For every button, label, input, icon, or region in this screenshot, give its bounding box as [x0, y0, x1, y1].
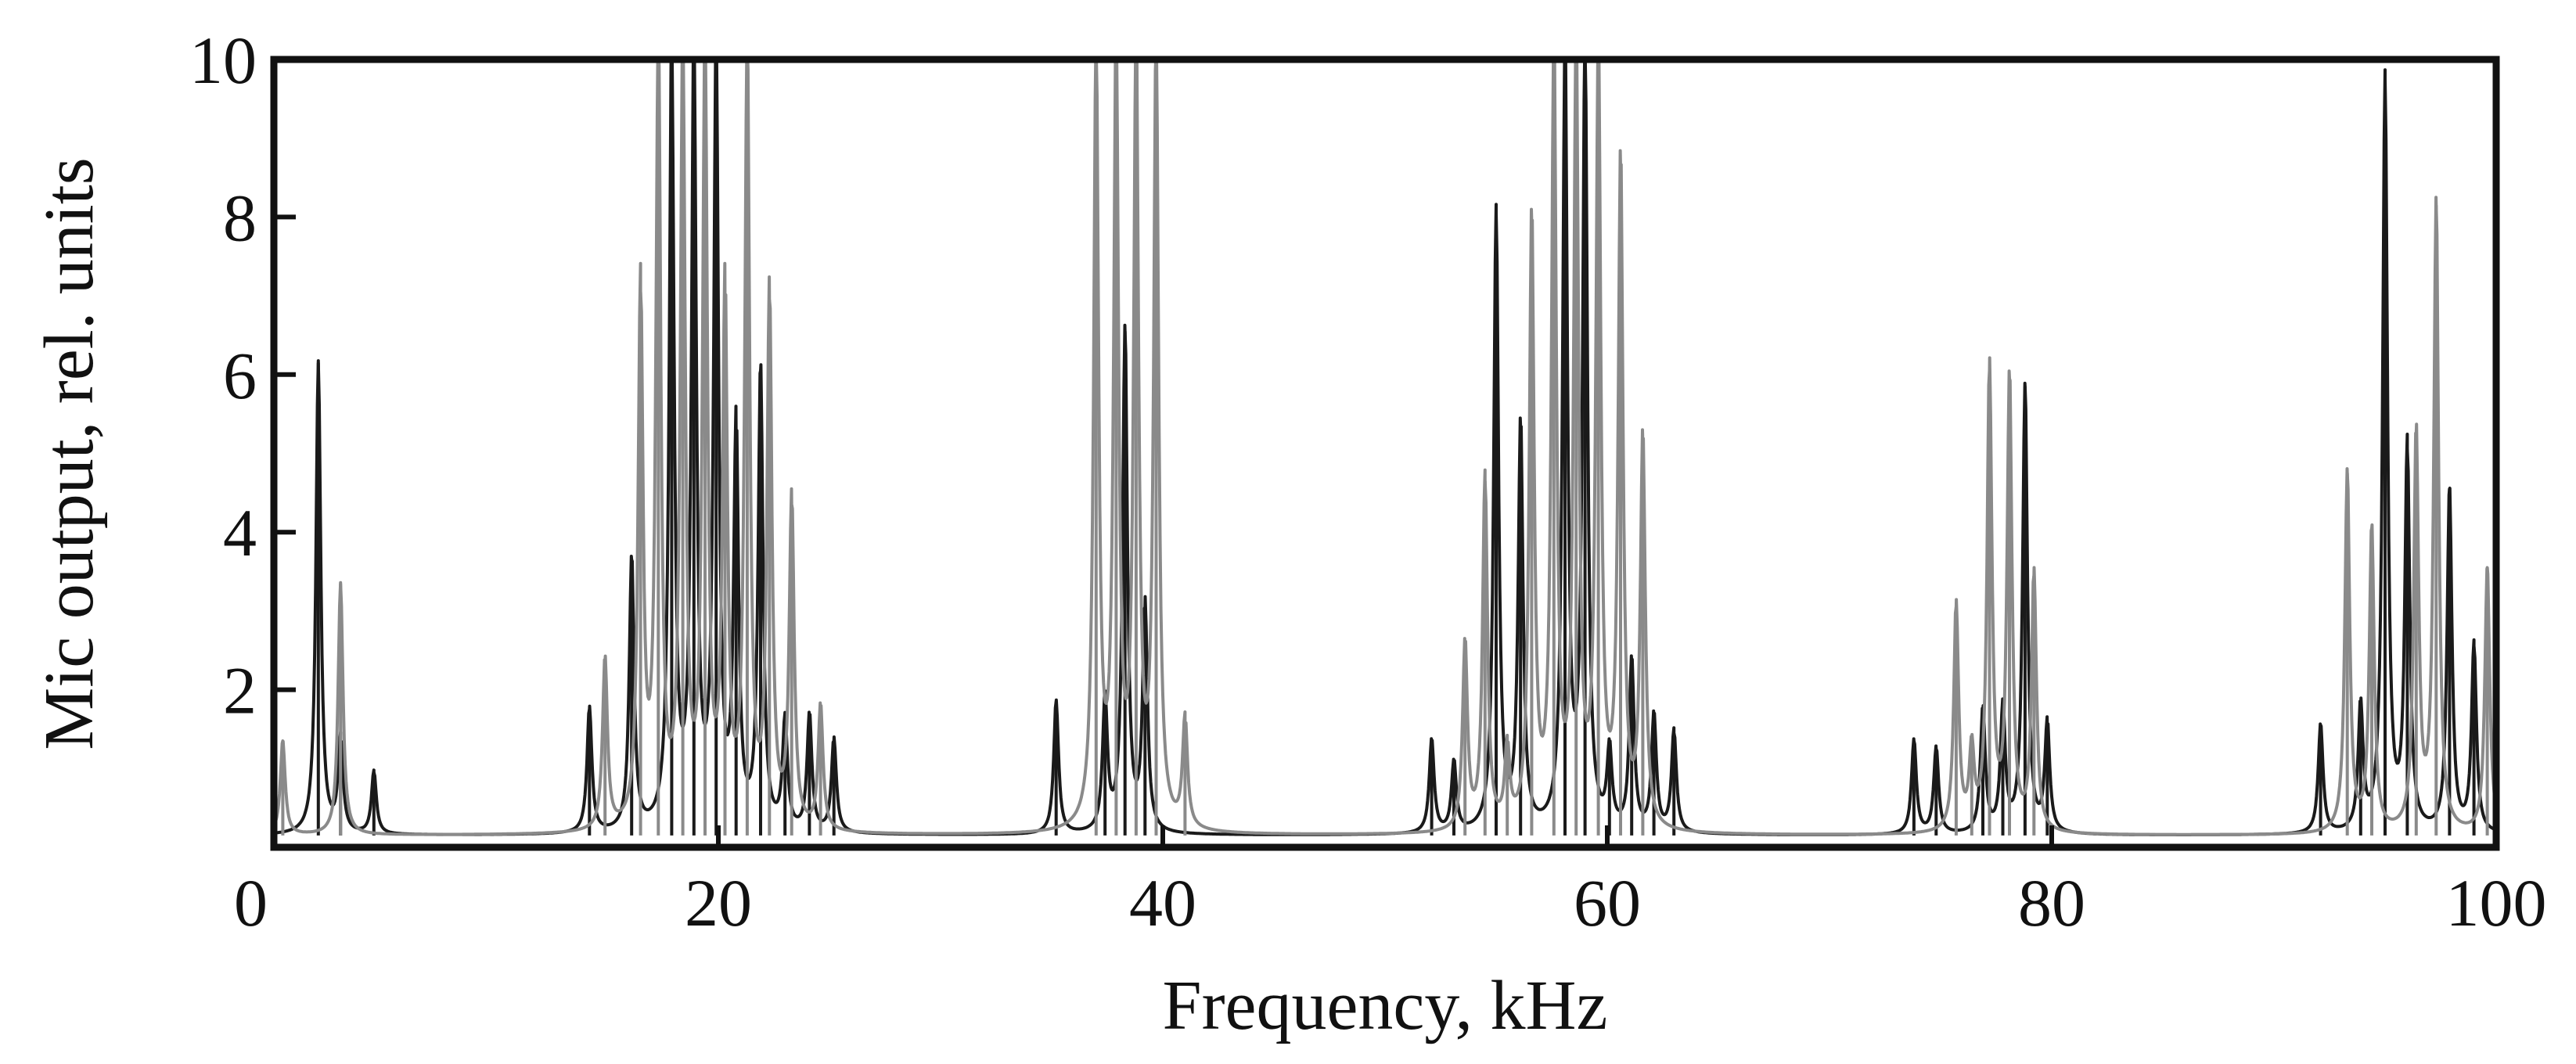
x-axis-label: Frequency, kHz [1163, 967, 1608, 1044]
x-tick-label: 80 [2018, 865, 2085, 940]
x-tick-label: 100 [2446, 865, 2547, 940]
x-tick-label: 0 [234, 865, 268, 940]
tick-layer: 0 20 40 60 80 100 2 4 6 8 10 [189, 23, 2547, 940]
y-tick-label: 8 [223, 180, 257, 255]
series-2-line [274, 59, 2496, 836]
y-tick-label: 6 [223, 338, 257, 413]
y-tick-label: 4 [223, 495, 257, 570]
y-tick-label: 10 [189, 23, 257, 98]
plot-frame [270, 56, 2500, 851]
x-tick-label: 20 [685, 865, 752, 940]
series-layer [274, 59, 2496, 836]
x-tick-label: 60 [1574, 865, 1641, 940]
y-tick-label: 2 [223, 653, 257, 728]
x-tick-label: 40 [1129, 865, 1196, 940]
y-axis-label: Mic output, rel. units [31, 157, 108, 749]
